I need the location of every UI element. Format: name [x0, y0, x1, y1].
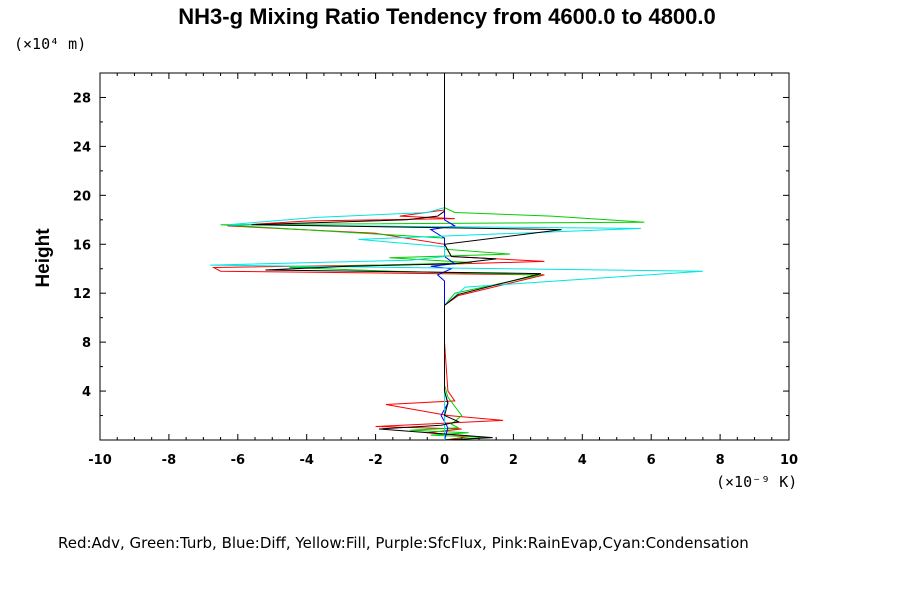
y-tick-label: 16 [73, 238, 91, 253]
y-tick-label: 12 [73, 287, 91, 302]
y-tick-label: 24 [73, 140, 91, 155]
y-units-label: (×10⁴ m) [14, 35, 86, 53]
x-tick-label: 0 [440, 453, 449, 468]
x-tick-label: -10 [88, 453, 112, 468]
y-tick-label: 4 [82, 385, 91, 400]
x-tick-label: -8 [162, 453, 176, 468]
series-line-adv [211, 73, 545, 441]
x-tick-label: 2 [509, 453, 518, 468]
series-line-condensation [210, 73, 703, 440]
x-units-label: (×10⁻⁹ K) [716, 473, 797, 491]
series-line-turb [220, 73, 645, 441]
y-axis-label: Height [33, 228, 54, 288]
x-tick-labels: -10 -8 -6 -4 -2 0 2 4 6 8 10 [88, 453, 798, 468]
legend-text: Red:Adv, Green:Turb, Blue:Diff, Yellow:F… [58, 534, 749, 552]
x-tick-label: -6 [231, 453, 245, 468]
x-tick-label: 8 [716, 453, 725, 468]
x-tick-label: 4 [578, 453, 587, 468]
y-tick-label: 20 [73, 189, 91, 204]
y-tick-label: 28 [73, 91, 91, 106]
axis-ticks [99, 73, 790, 440]
series-line-total [251, 73, 562, 441]
x-tick-label: -4 [299, 453, 313, 468]
x-tick-label: 10 [780, 453, 798, 468]
x-tick-label: 6 [647, 453, 656, 468]
series-lines [210, 73, 703, 441]
y-tick-labels: 4 8 12 16 20 24 28 [73, 91, 91, 400]
y-tick-label: 8 [82, 336, 91, 351]
chart-title: NH3-g Mixing Ratio Tendency from 4600.0 … [178, 4, 716, 29]
x-tick-label: -2 [368, 453, 382, 468]
